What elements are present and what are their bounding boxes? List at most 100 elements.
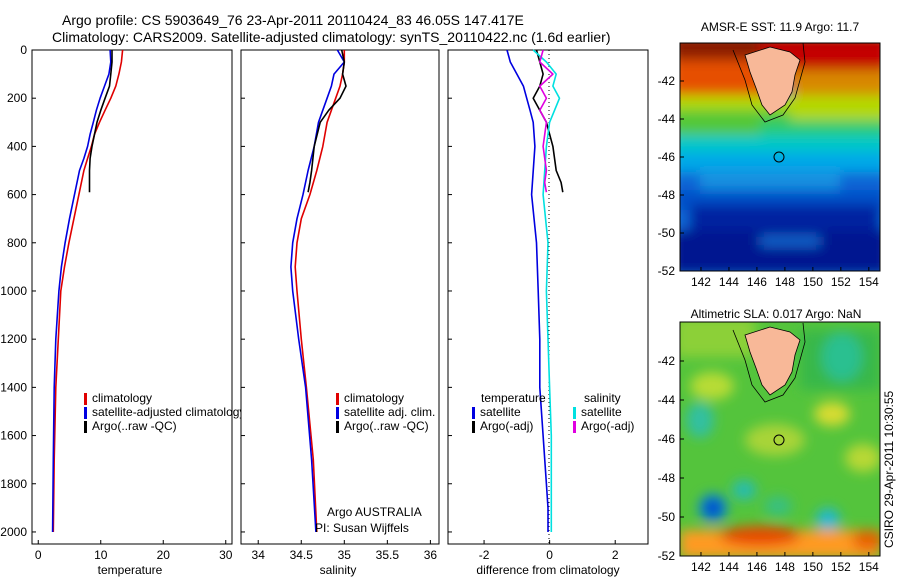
sla_map-xtick-label: 142 (691, 560, 711, 574)
sst_map-ytick-label: -42 (658, 74, 676, 88)
sla-tasmania-land (744, 326, 801, 396)
temperature-ytick-label: 200 (7, 91, 27, 105)
sst_map-ytick-label: -44 (658, 112, 676, 126)
sst-map-panel: AMSR-E SST: 11.9 Argo: 11.7 (658, 20, 881, 289)
sst-heatmap (680, 43, 880, 271)
sla_map-xtick-label: 144 (719, 560, 739, 574)
difference-xtick-label: 0 (546, 548, 553, 562)
temperature-xlabel: temperature (98, 563, 163, 577)
sla-map-panel: Altimetric SLA: 0.017 Argo: NaN (658, 307, 881, 574)
temperature-ytick-label: 1600 (0, 429, 27, 443)
temperature-ytick-label: 0 (20, 43, 27, 57)
salinity-xtick-label: 36 (424, 548, 438, 562)
sla_map-xtick-label: 148 (775, 560, 795, 574)
sla_map-ytick-label: -50 (658, 510, 676, 524)
sst_map-xtick-label: 152 (831, 275, 851, 289)
temperature-ytick-label: 2000 (0, 525, 27, 539)
difference-series-temperature-satellite (506, 49, 549, 532)
sst-shelf-contour (732, 43, 806, 123)
salinity-xtick-label: 34.5 (290, 548, 314, 562)
temperature-ytick-label: 1000 (0, 284, 27, 298)
temperature-xtick-label: 0 (35, 548, 42, 562)
temperature-ytick-label: 1800 (0, 477, 27, 491)
difference-axes-box (447, 49, 649, 545)
sst_map-xtick-label: 154 (859, 275, 879, 289)
legend-diff-sal-satellite: satellite (581, 405, 622, 419)
salinity-series-satellite-adj-clim (290, 49, 346, 533)
temperature-series-climatology (52, 49, 124, 533)
legend-sal-climatology: climatology (344, 391, 404, 405)
temperature-series-satellite-adjusted-climatology (51, 49, 112, 533)
difference-xlabel: difference from climatology (476, 563, 619, 577)
salinity-xtick-label: 35.5 (376, 548, 400, 562)
institution-label: Argo AUSTRALIA (327, 505, 422, 519)
difference-series-salinity-satellite (532, 49, 561, 532)
legend-sal-satellite: satellite adj. clim. (344, 405, 435, 419)
legend-diff-temperature-heading: temperature (481, 391, 546, 405)
temperature-ticks: 0 10 20 30 0 200 400 600 800 1000 1200 1400 1600 1800… (0, 43, 232, 562)
difference-ticks: -2 0 2 (448, 49, 619, 562)
sla_map-xtick-label: 146 (747, 560, 767, 574)
sla_map-ytick-label: -42 (658, 354, 676, 368)
difference-panel: -2 0 2 difference from climatology tempera… (447, 49, 649, 577)
temperature-ytick-label: 1400 (0, 380, 27, 394)
sla_map-xtick-label: 152 (831, 560, 851, 574)
sla-heatmap (680, 322, 880, 556)
figure-title-line1: Argo profile: CS 5903649_76 23-Apr-2011 … (62, 12, 524, 28)
difference-xtick-label: 2 (612, 548, 619, 562)
pi-label: PI: Susan Wijffels (315, 521, 409, 535)
temperature-panel: 0 10 20 30 0 200 400 600 800 1000 1200 1400 1600 1800… (0, 43, 245, 577)
sst-map-ticks: 142 144 146 148 150 152 154 -52 -50 -48 -46 -44 -42 (658, 74, 879, 289)
sla_map-ytick-label: -46 (658, 432, 676, 446)
legend-temp-satellite: satellite-adjusted climatology (92, 405, 245, 419)
sst_map-xtick-label: 150 (803, 275, 823, 289)
temperature-series-group (51, 49, 124, 533)
legend-diff-sal-argo: Argo(-adj) (581, 419, 634, 433)
temperature-ytick-label: 800 (7, 236, 27, 250)
sla_map-ytick-label: -48 (658, 471, 676, 485)
sst_map-ytick-label: -50 (658, 226, 676, 240)
sst-tasmania-land (744, 46, 801, 116)
difference-series-salinity-argo-adj (538, 49, 554, 193)
temperature-ytick-label: 600 (7, 188, 27, 202)
sla_map-ytick-label: -52 (658, 549, 676, 563)
legend-sal-argo: Argo(..raw -QC) (344, 419, 429, 433)
difference-legend: temperature salinity satellite Argo(-adj… (472, 391, 634, 433)
sst_map-xtick-label: 142 (691, 275, 711, 289)
sst_map-xtick-label: 144 (719, 275, 739, 289)
salinity-xtick-label: 35 (338, 548, 352, 562)
temperature-ytick-label: 1200 (0, 332, 27, 346)
temperature-xtick-label: 20 (157, 548, 171, 562)
sst_map-xtick-label: 146 (747, 275, 767, 289)
salinity-series-argo-raw-qc (307, 49, 347, 193)
salinity-xlabel: salinity (320, 563, 357, 577)
legend-temp-argo: Argo(..raw -QC) (92, 419, 177, 433)
legend-diff-temp-argo: Argo(-adj) (480, 419, 533, 433)
temperature-series-argo-raw-qc (88, 50, 113, 193)
salinity-series-group (290, 49, 347, 533)
difference-series-group (506, 49, 564, 532)
temperature-legend: climatology satellite-adjusted climatolo… (84, 391, 245, 433)
temperature-xtick-label: 30 (219, 548, 233, 562)
sst_map-ytick-label: -48 (658, 188, 676, 202)
salinity-ticks: 34 34.5 35 35.5 36 (241, 49, 438, 562)
temperature-ytick-label: 400 (7, 139, 27, 153)
legend-diff-salinity-heading: salinity (584, 391, 621, 405)
salinity-legend: climatology satellite adj. clim. Argo(..… (336, 391, 435, 433)
sla_map-ytick-label: -44 (658, 393, 676, 407)
salinity-axes-box (240, 49, 440, 545)
timestamp-stamp: CSIRO 29-Apr-2011 10:30:55 (882, 390, 896, 548)
sla-shelf-contour (732, 322, 806, 403)
sst_map-ytick-label: -46 (658, 150, 676, 164)
legend-temp-climatology: climatology (92, 391, 152, 405)
difference-xtick-label: -2 (479, 548, 490, 562)
salinity-panel: 34 34.5 35 35.5 36 salinity climatology sate… (240, 49, 440, 577)
sst-argo-location-marker (773, 151, 785, 163)
legend-diff-temp-satellite: satellite (480, 405, 521, 419)
figure-title-line2: Climatology: CARS2009. Satellite-adjuste… (52, 29, 611, 45)
sst_map-xtick-label: 148 (775, 275, 795, 289)
sla-argo-location-marker (773, 434, 785, 446)
sla-map-title: Altimetric SLA: 0.017 Argo: NaN (691, 307, 862, 321)
temperature-axes-box (31, 49, 233, 545)
sst_map-ytick-label: -52 (658, 264, 676, 278)
